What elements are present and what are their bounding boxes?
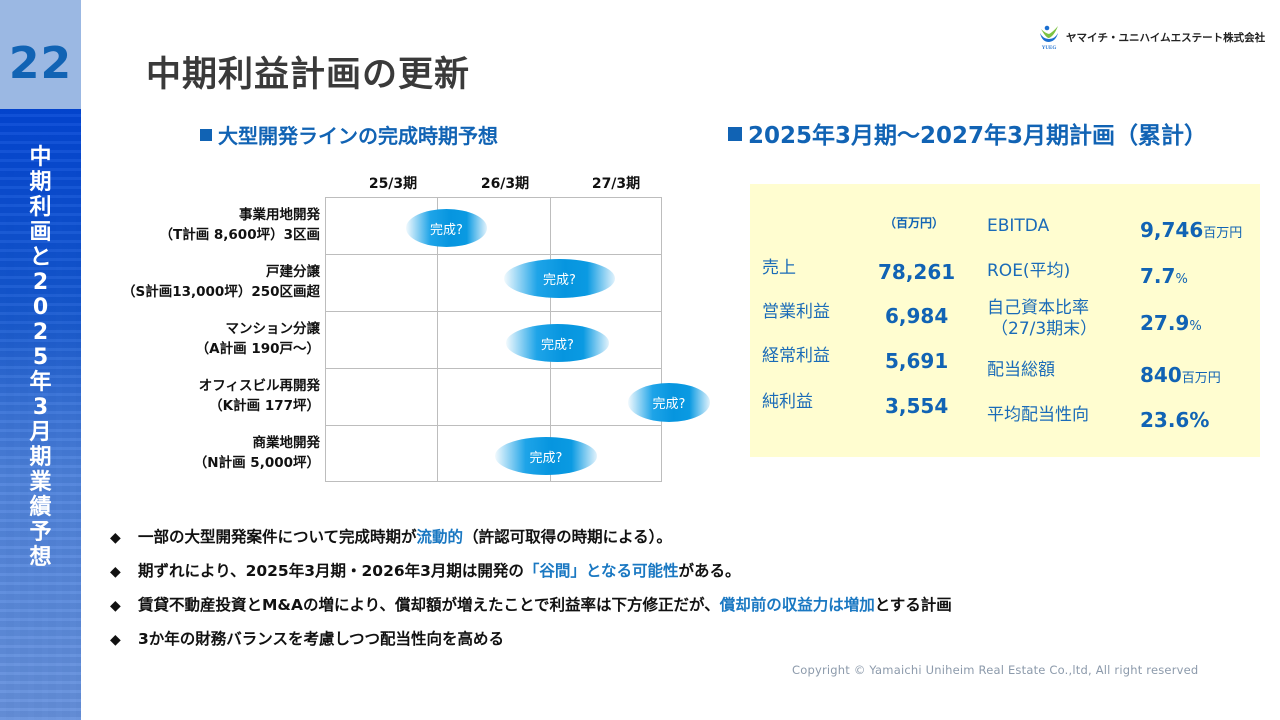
completion-bubble-s-plan: 完成? (504, 259, 615, 298)
bullet-text: （許認可取得の時期による）。 (463, 528, 672, 546)
grid-divider (326, 254, 661, 255)
metric-value-operating-profit: 6,984 (885, 304, 949, 328)
diamond-bullet-icon: ◆ (110, 564, 121, 580)
grid-divider (326, 311, 661, 312)
sidebar-title-char: 績 (29, 495, 52, 520)
company-logo: YUEG ヤマイチ・ユニハイムエステート株式会社 (1038, 24, 1266, 51)
bullet-text: 期ずれにより、2025年3月期・2026年3月期は開発の (138, 562, 524, 580)
sidebar-title-char: 2 (32, 320, 49, 345)
company-name: ヤマイチ・ユニハイムエステート株式会社 (1066, 31, 1266, 44)
sidebar-title-char: 想 (29, 545, 52, 570)
highlighted-text: 流動的 (416, 528, 464, 546)
sidebar-title-char: 期 (29, 170, 52, 195)
sidebar-title-char: 業 (29, 470, 52, 495)
bullet-item: ◆ 期ずれにより、2025年3月期・2026年3月期は開発の「谷間」となる可能性が… (110, 559, 952, 593)
square-bullet-icon (728, 127, 742, 141)
grid-divider (326, 425, 661, 426)
bullet-text: とする計画 (874, 596, 952, 614)
sidebar-title-char: 0 (32, 295, 49, 320)
sidebar-title-char: 年 (29, 370, 52, 395)
metric-label-operating-profit: 営業利益 (762, 302, 830, 322)
metric-label-ebitda: EBITDA (987, 216, 1050, 236)
plan-heading: 2025年3月期～2027年3月期計画（累計） (728, 116, 1207, 150)
metric-value-total-dividends: 840百万円 (1140, 363, 1221, 387)
unit-header: （百万円） (884, 216, 945, 230)
metric-label-total-dividends: 配当総額 (987, 360, 1055, 380)
grid-divider (437, 198, 438, 481)
column-header-25-3: 25/3期 (368, 176, 418, 192)
bullet-item: ◆ 3か年の財務バランスを考慮しつつ配当性向を高める (110, 627, 952, 661)
timeline-grid (325, 197, 662, 482)
sidebar-title-char: 予 (29, 520, 52, 545)
metric-label-equity-ratio: 自己資本比率 （27/3期末） (987, 298, 1098, 339)
kpi-panel: （百万円） 売上 78,261 営業利益 6,984 経常利益 5,691 純利… (750, 184, 1260, 457)
row-label-s-plan: 戸建分譲 （S計画13,000坪）250区画超 (122, 264, 320, 300)
copyright-notice: Copyright © Yamaichi Uniheim Real Estate… (792, 663, 1199, 677)
completion-bubble-k-plan: 完成? (628, 383, 710, 422)
diamond-bullet-icon: ◆ (110, 598, 121, 614)
page-title: 中期利益計画の更新 (146, 55, 471, 95)
sidebar-title-char: と (29, 245, 52, 270)
metric-value-ebitda: 9,746百万円 (1140, 218, 1243, 242)
bullet-text: 3か年の財務バランスを考慮しつつ配当性向を高める (138, 630, 505, 648)
bullet-text: がある。 (678, 562, 741, 580)
metric-label-ordinary-profit: 経常利益 (762, 346, 830, 366)
row-label-k-plan: オフィスビル再開発 （K計画 177坪） (198, 378, 320, 414)
page-number: 22 (8, 38, 73, 89)
sidebar-title-char: 期 (29, 445, 52, 470)
diamond-bullet-icon: ◆ (110, 530, 121, 546)
sidebar-title-char: 月 (29, 420, 52, 445)
metric-value-sales: 78,261 (878, 260, 956, 284)
bullet-text: 賃貸不動産投資とM&Aの増により、償却額が増えたことで利益率は下方修正だが、 (138, 596, 720, 614)
sidebar-title-char: 画 (29, 220, 52, 245)
grid-divider (326, 368, 661, 369)
row-label-t-plan: 事業用地開発 （T計画 8,600坪）3区画 (159, 207, 320, 243)
metric-label-payout-ratio: 平均配当性向 (987, 405, 1089, 425)
column-header-26-3: 26/3期 (480, 176, 530, 192)
page-number-box: 22 (0, 0, 81, 109)
metric-value-net-income: 3,554 (885, 394, 949, 418)
completion-bubble-n-plan: 完成? (495, 437, 597, 475)
svg-text:YUEG: YUEG (1042, 46, 1057, 50)
metric-label-roe: ROE(平均) (987, 261, 1071, 281)
completion-bubble-a-plan: 完成? (506, 324, 609, 362)
sidebar-title-char: 中 (29, 145, 52, 170)
metric-value-equity-ratio: 27.9% (1140, 311, 1202, 335)
metric-value-payout-ratio: 23.6% (1140, 408, 1210, 432)
sidebar-title-char: 2 (32, 270, 49, 295)
metric-label-net-income: 純利益 (762, 392, 813, 412)
row-label-n-plan: 商業地開発 （N計画 5,000坪） (193, 435, 320, 471)
diamond-bullet-icon: ◆ (110, 632, 121, 648)
yueg-logo-icon: YUEG (1038, 24, 1060, 51)
bullet-list: ◆ 一部の大型開発案件について完成時期が流動的（許認可取得の時期による）。 ◆ 期ずれ… (110, 525, 952, 661)
sidebar-title-char: 利 (29, 195, 52, 220)
bullet-item: ◆ 一部の大型開発案件について完成時期が流動的（許認可取得の時期による）。 (110, 525, 952, 559)
sidebar-title-char: 5 (32, 345, 49, 370)
bullet-text: 一部の大型開発案件について完成時期が (138, 528, 417, 546)
highlighted-text: 償却前の収益力は増加 (719, 596, 875, 614)
metric-value-ordinary-profit: 5,691 (885, 349, 949, 373)
row-label-a-plan: マンション分譲 （A計画 190戸～） (195, 321, 320, 357)
sidebar-city-band (0, 109, 81, 720)
column-header-27-3: 27/3期 (591, 176, 641, 192)
completion-bubble-t-plan: 完成? (406, 209, 487, 247)
square-bullet-icon (200, 129, 212, 141)
highlighted-text: 「谷間」となる可能性 (523, 562, 679, 580)
metric-value-roe: 7.7% (1140, 264, 1188, 288)
timeline-heading: 大型開発ラインの完成時期予想 (200, 120, 498, 149)
metric-label-sales: 売上 (762, 258, 796, 278)
bullet-item: ◆ 賃貸不動産投資とM&Aの増により、償却額が増えたことで利益率は下方修正だが、償… (110, 593, 952, 627)
sidebar-title-char: 3 (32, 395, 49, 420)
